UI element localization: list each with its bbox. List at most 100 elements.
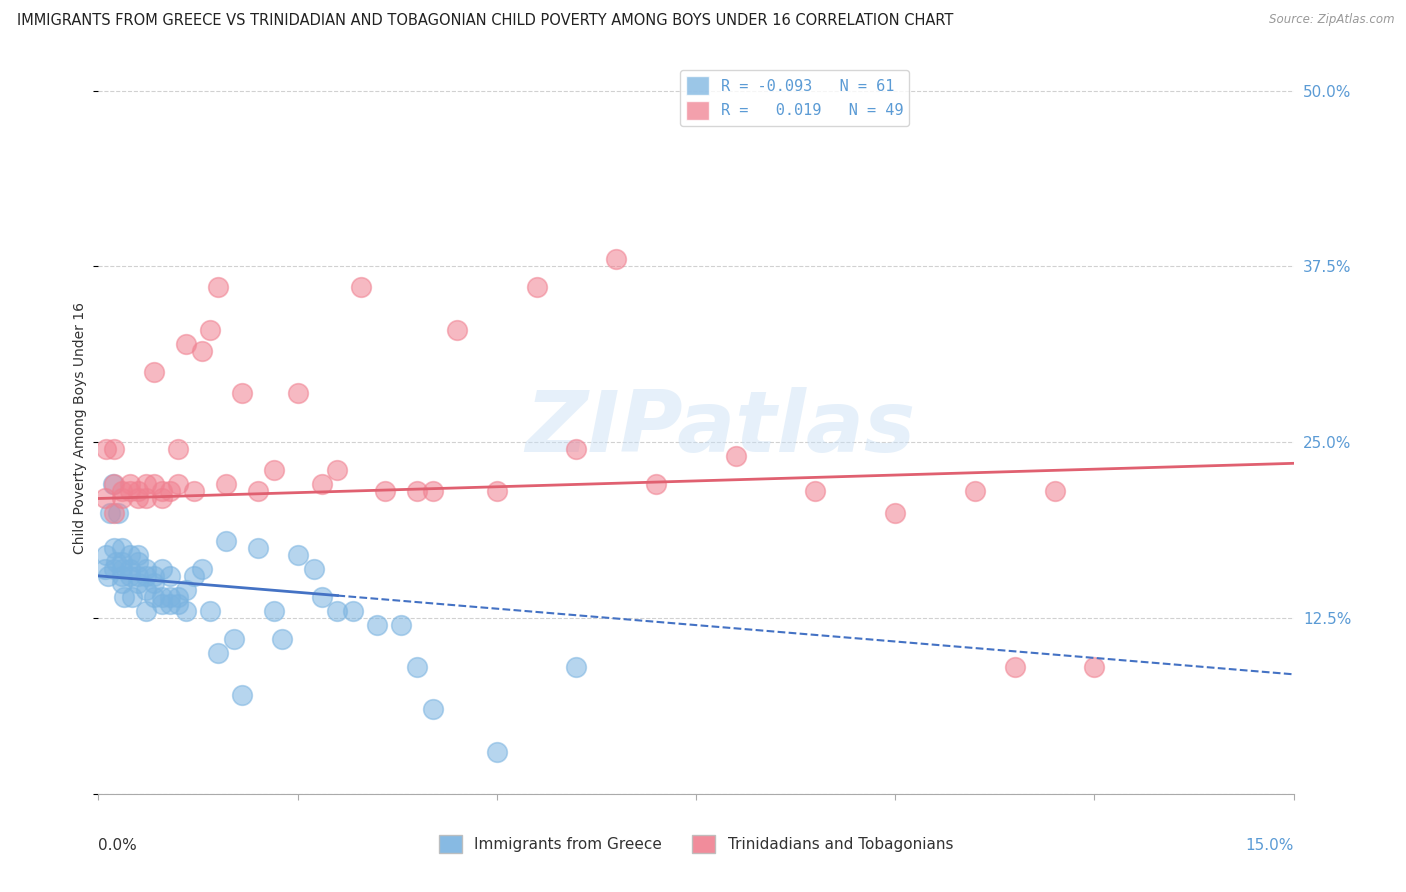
Point xyxy=(183,484,205,499)
Point xyxy=(287,386,309,401)
Point xyxy=(143,590,166,604)
Point xyxy=(311,477,333,491)
Point xyxy=(406,484,429,499)
Point xyxy=(98,506,122,520)
Point xyxy=(120,477,142,491)
Text: Source: ZipAtlas.com: Source: ZipAtlas.com xyxy=(1270,13,1395,27)
Point xyxy=(207,646,229,660)
Point xyxy=(645,477,668,491)
Point xyxy=(326,604,349,618)
Point xyxy=(94,562,117,576)
Point xyxy=(150,491,173,506)
Point xyxy=(111,555,134,569)
Point xyxy=(198,604,221,618)
Point xyxy=(422,484,444,499)
Text: IMMIGRANTS FROM GREECE VS TRINIDADIAN AND TOBAGONIAN CHILD POVERTY AMONG BOYS UN: IMMIGRANTS FROM GREECE VS TRINIDADIAN AN… xyxy=(17,13,953,29)
Point xyxy=(103,541,125,555)
Point xyxy=(121,590,143,604)
Point xyxy=(724,450,747,464)
Text: 0.0%: 0.0% xyxy=(98,838,138,853)
Point xyxy=(103,442,125,457)
Point xyxy=(174,336,197,351)
Point xyxy=(143,477,166,491)
Point xyxy=(167,442,190,457)
Point xyxy=(374,484,396,499)
Point xyxy=(150,597,173,611)
Point xyxy=(135,491,157,506)
Point xyxy=(605,252,627,267)
Point xyxy=(143,575,166,590)
Point xyxy=(963,484,986,499)
Point xyxy=(167,477,190,491)
Point xyxy=(143,569,166,583)
Y-axis label: Child Poverty Among Boys Under 16: Child Poverty Among Boys Under 16 xyxy=(73,302,87,554)
Point xyxy=(120,548,142,562)
Point xyxy=(1043,484,1066,499)
Legend: Immigrants from Greece, Trinidadians and Tobagonians: Immigrants from Greece, Trinidadians and… xyxy=(433,829,959,859)
Point xyxy=(103,506,125,520)
Point xyxy=(135,569,157,583)
Point xyxy=(103,477,125,491)
Point xyxy=(350,280,373,294)
Point xyxy=(111,541,134,555)
Point xyxy=(191,343,214,358)
Point xyxy=(159,597,181,611)
Point xyxy=(135,562,157,576)
Point xyxy=(884,506,907,520)
Point xyxy=(246,541,269,555)
Point xyxy=(804,484,827,499)
Point xyxy=(111,562,134,576)
Point xyxy=(302,562,325,576)
Point xyxy=(167,590,190,604)
Point xyxy=(111,491,134,506)
Point xyxy=(287,548,309,562)
Point xyxy=(174,604,197,618)
Point xyxy=(120,562,142,576)
Point xyxy=(311,590,333,604)
Point xyxy=(183,569,205,583)
Point xyxy=(406,660,429,674)
Point xyxy=(97,569,120,583)
Point xyxy=(565,660,588,674)
Point xyxy=(174,582,197,597)
Point xyxy=(135,582,157,597)
Point xyxy=(150,562,173,576)
Point xyxy=(143,365,166,379)
Point xyxy=(96,442,118,457)
Point xyxy=(159,569,181,583)
Point xyxy=(127,555,149,569)
Point xyxy=(159,590,181,604)
Point xyxy=(159,484,181,499)
Point xyxy=(446,323,468,337)
Point xyxy=(526,280,548,294)
Point xyxy=(263,463,285,477)
Point xyxy=(135,477,157,491)
Point xyxy=(150,590,173,604)
Text: ZIPatlas: ZIPatlas xyxy=(524,386,915,470)
Point xyxy=(1083,660,1105,674)
Point xyxy=(103,562,125,576)
Point xyxy=(198,323,221,337)
Point xyxy=(94,491,117,506)
Point xyxy=(270,632,292,647)
Text: 15.0%: 15.0% xyxy=(1246,838,1294,853)
Point xyxy=(112,590,135,604)
Point xyxy=(422,702,444,716)
Point xyxy=(111,575,134,590)
Point xyxy=(104,555,127,569)
Point xyxy=(127,548,149,562)
Point xyxy=(120,484,142,499)
Point xyxy=(215,533,238,548)
Point xyxy=(127,575,149,590)
Point xyxy=(1004,660,1026,674)
Point xyxy=(120,569,142,583)
Point xyxy=(263,604,285,618)
Point xyxy=(485,745,508,759)
Point xyxy=(565,442,588,457)
Point xyxy=(150,484,173,499)
Point xyxy=(207,280,229,294)
Point xyxy=(222,632,245,647)
Point xyxy=(246,484,269,499)
Point xyxy=(127,484,149,499)
Point xyxy=(366,618,388,632)
